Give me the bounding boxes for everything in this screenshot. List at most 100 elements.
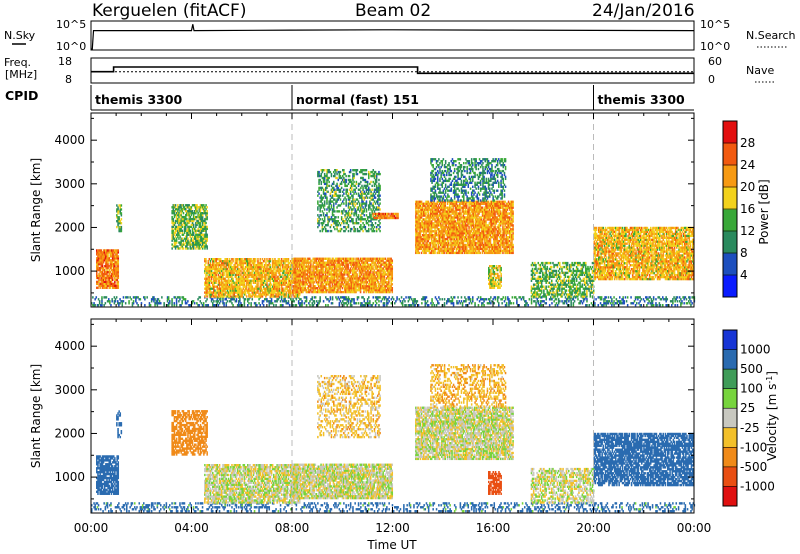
data-cell bbox=[438, 296, 440, 299]
data-cell bbox=[181, 233, 184, 236]
data-cell bbox=[343, 172, 345, 176]
data-cell bbox=[235, 260, 238, 263]
data-cell bbox=[384, 267, 387, 270]
data-cell bbox=[338, 281, 340, 284]
data-cell bbox=[370, 269, 372, 272]
data-cell bbox=[251, 273, 254, 277]
data-cell bbox=[390, 271, 392, 274]
data-cell bbox=[265, 295, 267, 298]
data-cell bbox=[219, 289, 222, 292]
data-cell bbox=[340, 281, 343, 284]
data-cell bbox=[437, 302, 439, 305]
data-cell bbox=[318, 283, 320, 286]
data-cell bbox=[305, 304, 308, 307]
data-cell bbox=[390, 269, 392, 272]
data-cell bbox=[301, 290, 303, 294]
data-cell bbox=[228, 287, 231, 290]
data-cell bbox=[205, 279, 207, 282]
data-cell bbox=[282, 281, 284, 284]
data-cell bbox=[241, 277, 243, 280]
data-cell bbox=[321, 170, 324, 174]
data-cell bbox=[261, 271, 264, 275]
data-cell bbox=[326, 186, 328, 190]
data-cell bbox=[303, 273, 305, 276]
data-cell bbox=[348, 285, 351, 288]
data-cell bbox=[116, 280, 118, 284]
data-cell bbox=[370, 285, 372, 288]
data-cell bbox=[279, 273, 282, 277]
data-cell bbox=[349, 259, 352, 262]
data-cell bbox=[95, 296, 98, 299]
data-cell bbox=[363, 261, 365, 264]
data-cell bbox=[554, 298, 557, 301]
data-cell bbox=[221, 285, 223, 288]
data-cell bbox=[98, 261, 100, 264]
data-cell bbox=[248, 258, 250, 261]
data-cell bbox=[240, 291, 242, 294]
data-cell bbox=[210, 293, 213, 296]
data-cell bbox=[537, 302, 540, 305]
data-cell bbox=[108, 282, 111, 286]
data-cell bbox=[336, 271, 338, 274]
data-cell bbox=[345, 283, 347, 286]
data-cell bbox=[370, 287, 372, 290]
data-cell bbox=[329, 229, 332, 233]
data-cell bbox=[273, 260, 275, 263]
data-cell bbox=[196, 204, 198, 207]
data-cell bbox=[209, 293, 212, 296]
data-cell bbox=[498, 296, 500, 299]
data-cell bbox=[266, 291, 268, 294]
data-cell bbox=[232, 269, 234, 273]
data-cell bbox=[196, 219, 198, 223]
data-cell bbox=[188, 215, 190, 219]
data-cell bbox=[360, 302, 362, 305]
data-cell bbox=[295, 304, 298, 307]
data-cell bbox=[224, 285, 226, 288]
data-cell bbox=[227, 260, 230, 263]
data-cell bbox=[303, 275, 305, 278]
data-cell bbox=[115, 255, 117, 258]
data-cell bbox=[196, 245, 198, 248]
data-cell bbox=[233, 285, 236, 288]
data-cell bbox=[292, 269, 294, 272]
data-cell bbox=[295, 261, 297, 264]
data-cell bbox=[301, 300, 303, 303]
data-cell bbox=[260, 265, 263, 269]
data-cell bbox=[198, 229, 201, 232]
data-cell bbox=[347, 300, 350, 303]
data-cell bbox=[236, 267, 239, 271]
data-cell bbox=[349, 304, 352, 307]
data-cell bbox=[206, 247, 208, 250]
data-cell bbox=[326, 200, 328, 203]
data-cell bbox=[338, 290, 340, 294]
data-cell bbox=[364, 304, 367, 307]
data-cell bbox=[249, 260, 251, 263]
data-cell bbox=[271, 273, 274, 277]
data-cell bbox=[380, 257, 382, 260]
data-cell bbox=[262, 260, 265, 263]
data-cell bbox=[209, 291, 212, 294]
data-cell bbox=[183, 227, 186, 231]
data-cell bbox=[267, 271, 269, 275]
data-cell bbox=[209, 265, 212, 269]
data-cell bbox=[203, 208, 205, 211]
data-cell bbox=[99, 253, 101, 256]
data-cell bbox=[312, 281, 314, 284]
data-cell bbox=[160, 302, 162, 305]
data-cell bbox=[241, 265, 243, 269]
data-cell bbox=[219, 260, 222, 263]
data-cell bbox=[605, 300, 607, 303]
data-cell bbox=[268, 273, 271, 277]
data-cell bbox=[257, 269, 259, 273]
data-cell bbox=[334, 227, 336, 231]
data-cell bbox=[330, 259, 332, 262]
data-cell bbox=[325, 188, 327, 191]
data-cell bbox=[103, 249, 106, 252]
data-cell bbox=[188, 227, 190, 231]
data-cell bbox=[358, 275, 361, 278]
data-cell bbox=[347, 267, 349, 270]
data-cell bbox=[207, 260, 210, 263]
data-cell bbox=[210, 300, 213, 303]
data-cell bbox=[388, 287, 390, 290]
data-cell bbox=[371, 269, 373, 272]
